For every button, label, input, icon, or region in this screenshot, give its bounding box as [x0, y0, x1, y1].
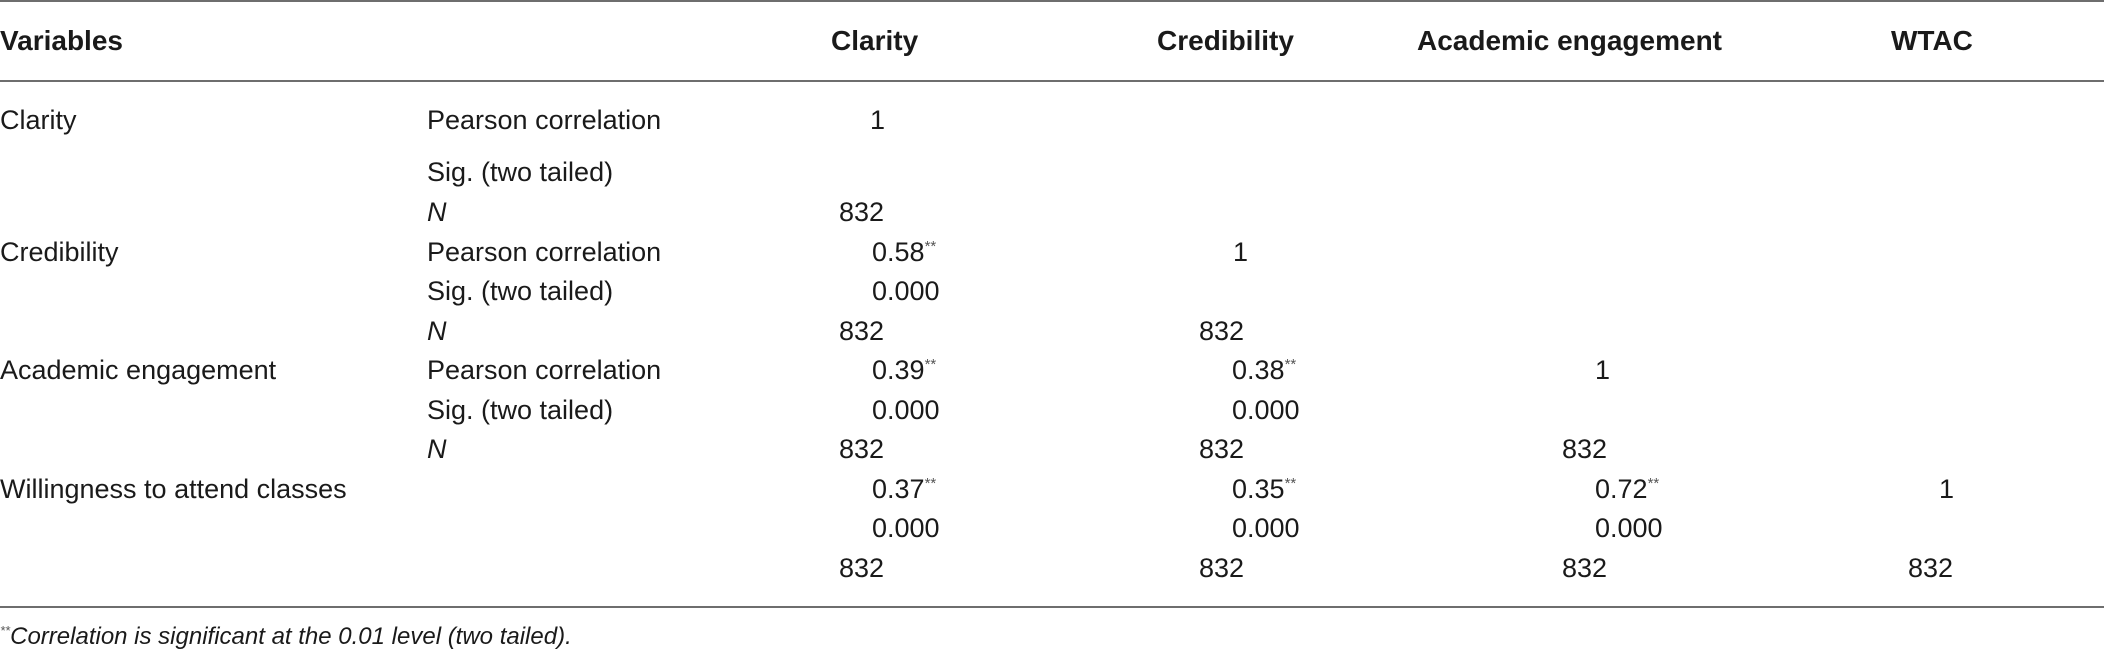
header-variables: Variables: [0, 25, 123, 56]
stat-label: Sig. (two tailed): [427, 276, 614, 306]
cell-willingness-wtac-n: 832: [1908, 553, 1954, 583]
header-rule: [0, 80, 2104, 82]
cell-engagement-credibility-n: 832: [1199, 434, 1245, 464]
cell-willingness-engagement-r: 0.72**: [1595, 474, 1660, 504]
header-wtac: WTAC: [1891, 25, 1973, 56]
stat-label: N: [427, 316, 447, 346]
stat-label: N: [427, 434, 447, 464]
cell-engagement-clarity-n: 832: [839, 434, 885, 464]
cell-willingness-credibility-sig: 0.000: [1232, 513, 1300, 543]
cell-willingness-wtac-r: 1: [1939, 474, 1955, 504]
cell-willingness-engagement-sig: 0.000: [1595, 513, 1663, 543]
cell-engagement-credibility-sig: 0.000: [1232, 395, 1300, 425]
cell-credibility-credibility-r: 1: [1233, 237, 1249, 267]
significance-marker: **: [1284, 356, 1297, 373]
cell-willingness-credibility-n: 832: [1199, 553, 1245, 583]
bottom-rule: [0, 606, 2104, 608]
cell-engagement-credibility-r: 0.38**: [1232, 355, 1297, 385]
stat-label: Pearson correlation: [427, 105, 662, 135]
cell-willingness-clarity-n: 832: [839, 553, 885, 583]
cell-credibility-clarity-n: 832: [839, 316, 885, 346]
stat-label: Pearson correlation: [427, 355, 662, 385]
cell-willingness-credibility-r: 0.35**: [1232, 474, 1297, 504]
cell-willingness-clarity-r: 0.37**: [872, 474, 937, 504]
cell-credibility-clarity-sig: 0.000: [872, 276, 940, 306]
cell-engagement-clarity-r: 0.39**: [872, 355, 937, 385]
header-academic-engagement: Academic engagement: [1417, 25, 1722, 56]
significance-marker: **: [924, 475, 937, 492]
stat-label: Sig. (two tailed): [427, 157, 614, 187]
footnote-marker: **: [0, 623, 11, 638]
cell-willingness-clarity-sig: 0.000: [872, 513, 940, 543]
stat-label: N: [427, 197, 447, 227]
footnote-text: Correlation is significant at the 0.01 l…: [10, 623, 572, 650]
header-credibility: Credibility: [1157, 25, 1294, 56]
variable-credibility: Credibility: [0, 237, 119, 267]
cell-clarity-clarity-n: 832: [839, 197, 885, 227]
variable-willingness: Willingness to attend classes: [0, 474, 347, 504]
header-clarity: Clarity: [831, 25, 919, 56]
significance-marker: **: [1647, 475, 1660, 492]
variable-academic-engagement: Academic engagement: [0, 355, 277, 385]
cell-clarity-clarity-r: 1: [870, 105, 886, 135]
cell-willingness-engagement-n: 832: [1562, 553, 1608, 583]
significance-marker: **: [1284, 475, 1297, 492]
stat-label: Pearson correlation: [427, 237, 662, 267]
variable-clarity: Clarity: [0, 105, 77, 135]
top-rule: [0, 0, 2104, 2]
footnote: **Correlation is significant at the 0.01…: [0, 622, 572, 652]
stat-label: Sig. (two tailed): [427, 395, 614, 425]
cell-credibility-credibility-n: 832: [1199, 316, 1245, 346]
significance-marker: **: [924, 238, 937, 255]
cell-engagement-engagement-r: 1: [1595, 355, 1611, 385]
cell-engagement-engagement-n: 832: [1562, 434, 1608, 464]
cell-credibility-clarity-r: 0.58**: [872, 237, 937, 267]
cell-engagement-clarity-sig: 0.000: [872, 395, 940, 425]
significance-marker: **: [924, 356, 937, 373]
